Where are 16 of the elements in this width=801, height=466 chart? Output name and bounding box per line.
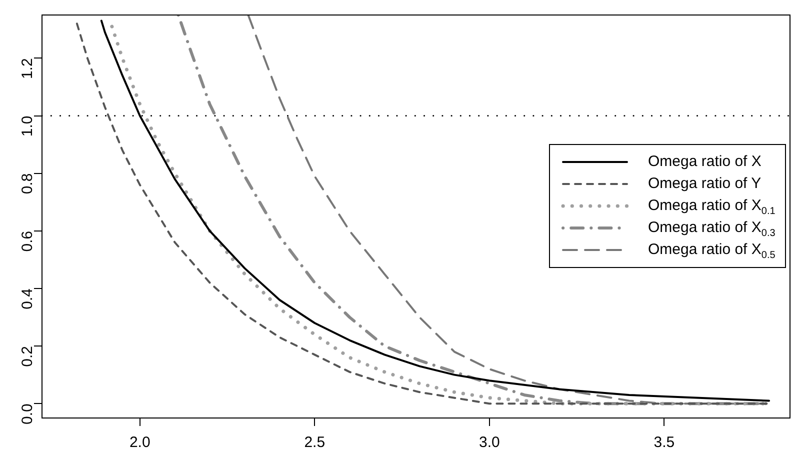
x-tick-label: 2.5	[304, 434, 326, 452]
y-tick-label: 0.6	[19, 230, 36, 252]
legend-label: Omega ratio of X$_{0.3}$	[648, 218, 776, 239]
y-tick-label: 1.0	[19, 116, 36, 137]
y-tick-label: 1.2	[19, 58, 36, 80]
y-tick-label: 0.2	[19, 346, 36, 367]
x-tick-label: 3.5	[654, 434, 675, 452]
legend-label: Omega ratio of X$_{0.1}$	[648, 196, 776, 217]
legend-label: Omega ratio of Y	[648, 174, 762, 194]
y-tick-label: 0.8	[19, 173, 36, 194]
x-tick-label: 3.0	[478, 434, 500, 452]
x-tick-label: 2.0	[129, 434, 150, 452]
y-tick-label: 0.0	[19, 404, 36, 424]
legend-label: Omega ratio of X	[648, 152, 762, 172]
y-tick-label: 0.4	[19, 288, 36, 310]
legend-label: Omega ratio of X$_{0.5}$	[648, 240, 776, 261]
